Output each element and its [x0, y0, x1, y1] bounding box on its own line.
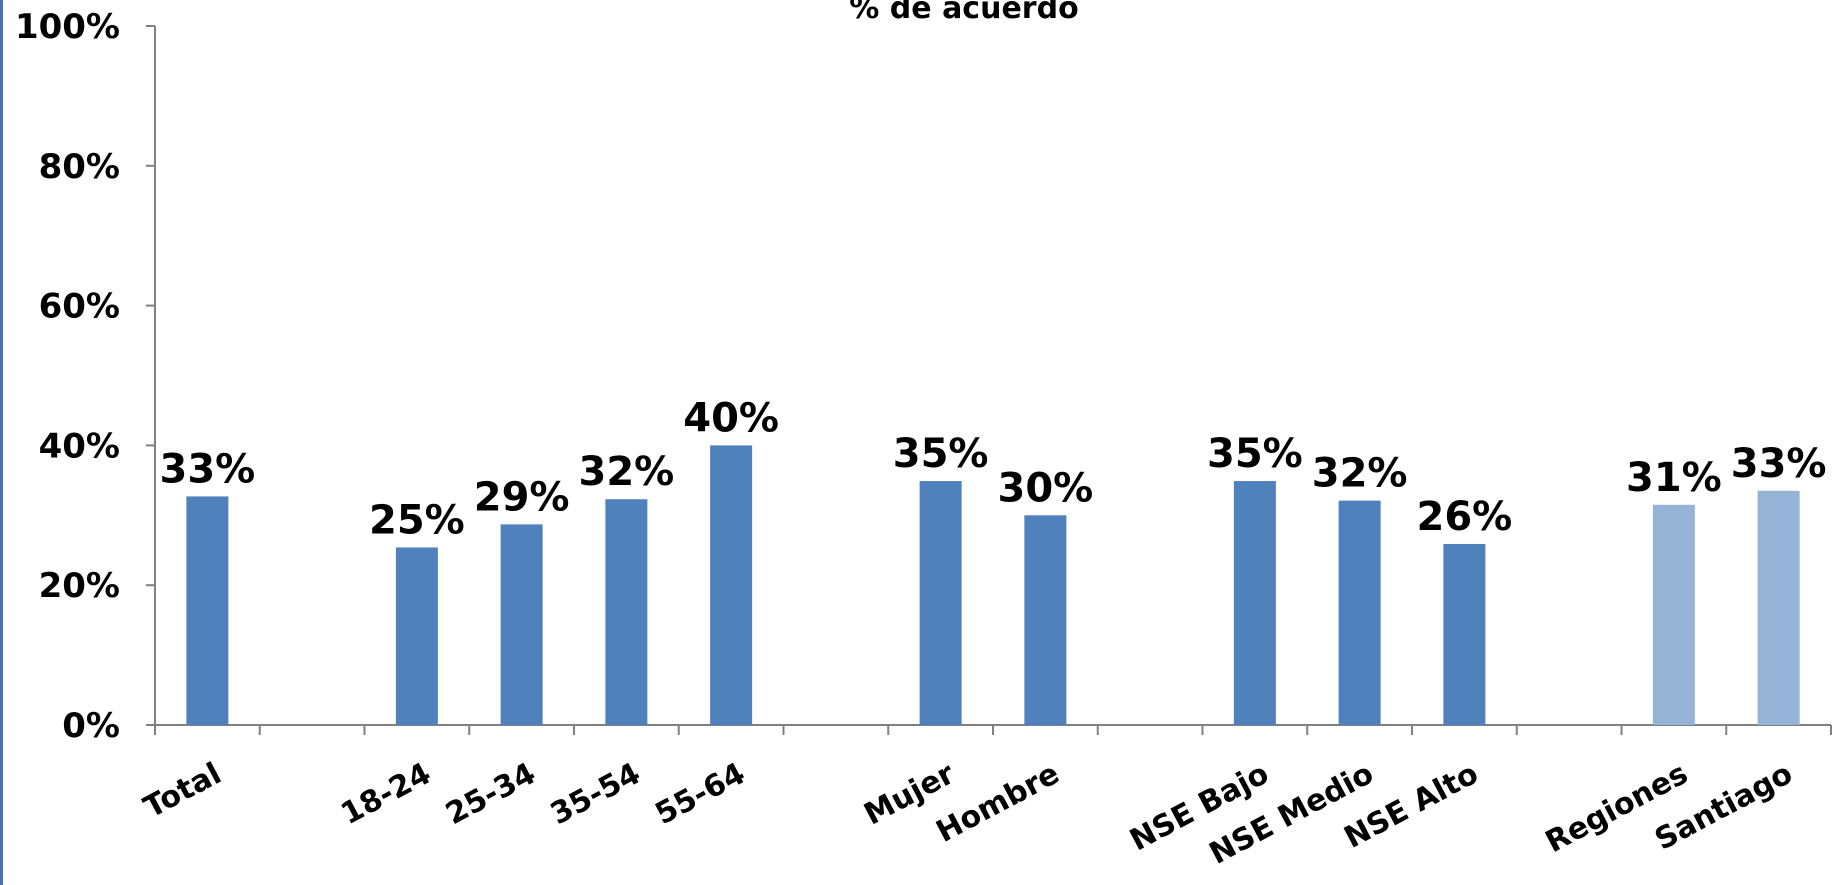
- value-labels: 33% Total 25% 18-24 29% 25-34 32% 35-54 40% 55-64…: [138, 395, 1826, 871]
- bar: [1338, 500, 1381, 725]
- bar-value-label: 30%: [998, 465, 1094, 511]
- y-tick-label: 80%: [39, 147, 120, 187]
- bar: [395, 547, 438, 725]
- y-tick-label: 60%: [39, 287, 120, 327]
- bar-value-label: 32%: [1312, 451, 1408, 497]
- bar: [1652, 504, 1695, 725]
- bar-value-label: 25%: [369, 497, 465, 543]
- x-category-label: 35-54: [545, 756, 646, 832]
- bar: [186, 496, 229, 725]
- y-tick-label: 100%: [15, 7, 120, 47]
- bar: [1233, 481, 1276, 725]
- bar-value-label: 29%: [474, 474, 570, 520]
- chart-title: % de acuerdo: [849, 0, 1078, 26]
- x-category-label: 25-34: [440, 756, 541, 832]
- bar: [919, 481, 962, 725]
- y-tick-label: 40%: [39, 426, 120, 466]
- y-tick-label: 0%: [62, 706, 120, 746]
- axes: 0% 20% 40% 60% 80% 100%: [15, 7, 1832, 746]
- left-border: [0, 0, 3, 885]
- bar-value-label: 40%: [683, 395, 779, 441]
- x-category-label: 18-24: [335, 756, 436, 832]
- bar: [710, 445, 753, 725]
- bar-value-label: 35%: [893, 431, 989, 477]
- bar: [1757, 490, 1800, 725]
- bar: [1024, 515, 1067, 725]
- bar-value-label: 32%: [579, 449, 675, 495]
- bar-value-label: 31%: [1626, 455, 1722, 501]
- x-category-label: Total: [138, 756, 227, 825]
- bar-value-label: 33%: [1731, 441, 1827, 487]
- y-tick-label: 20%: [39, 566, 120, 606]
- bar-value-label: 26%: [1417, 494, 1513, 540]
- bar: [605, 499, 648, 725]
- x-category-label: 55-64: [650, 756, 751, 832]
- bars: [186, 445, 1800, 725]
- bar: [1443, 543, 1486, 725]
- bar-value-label: 33%: [160, 446, 256, 492]
- bar-value-label: 35%: [1207, 431, 1303, 477]
- bar: [500, 524, 543, 725]
